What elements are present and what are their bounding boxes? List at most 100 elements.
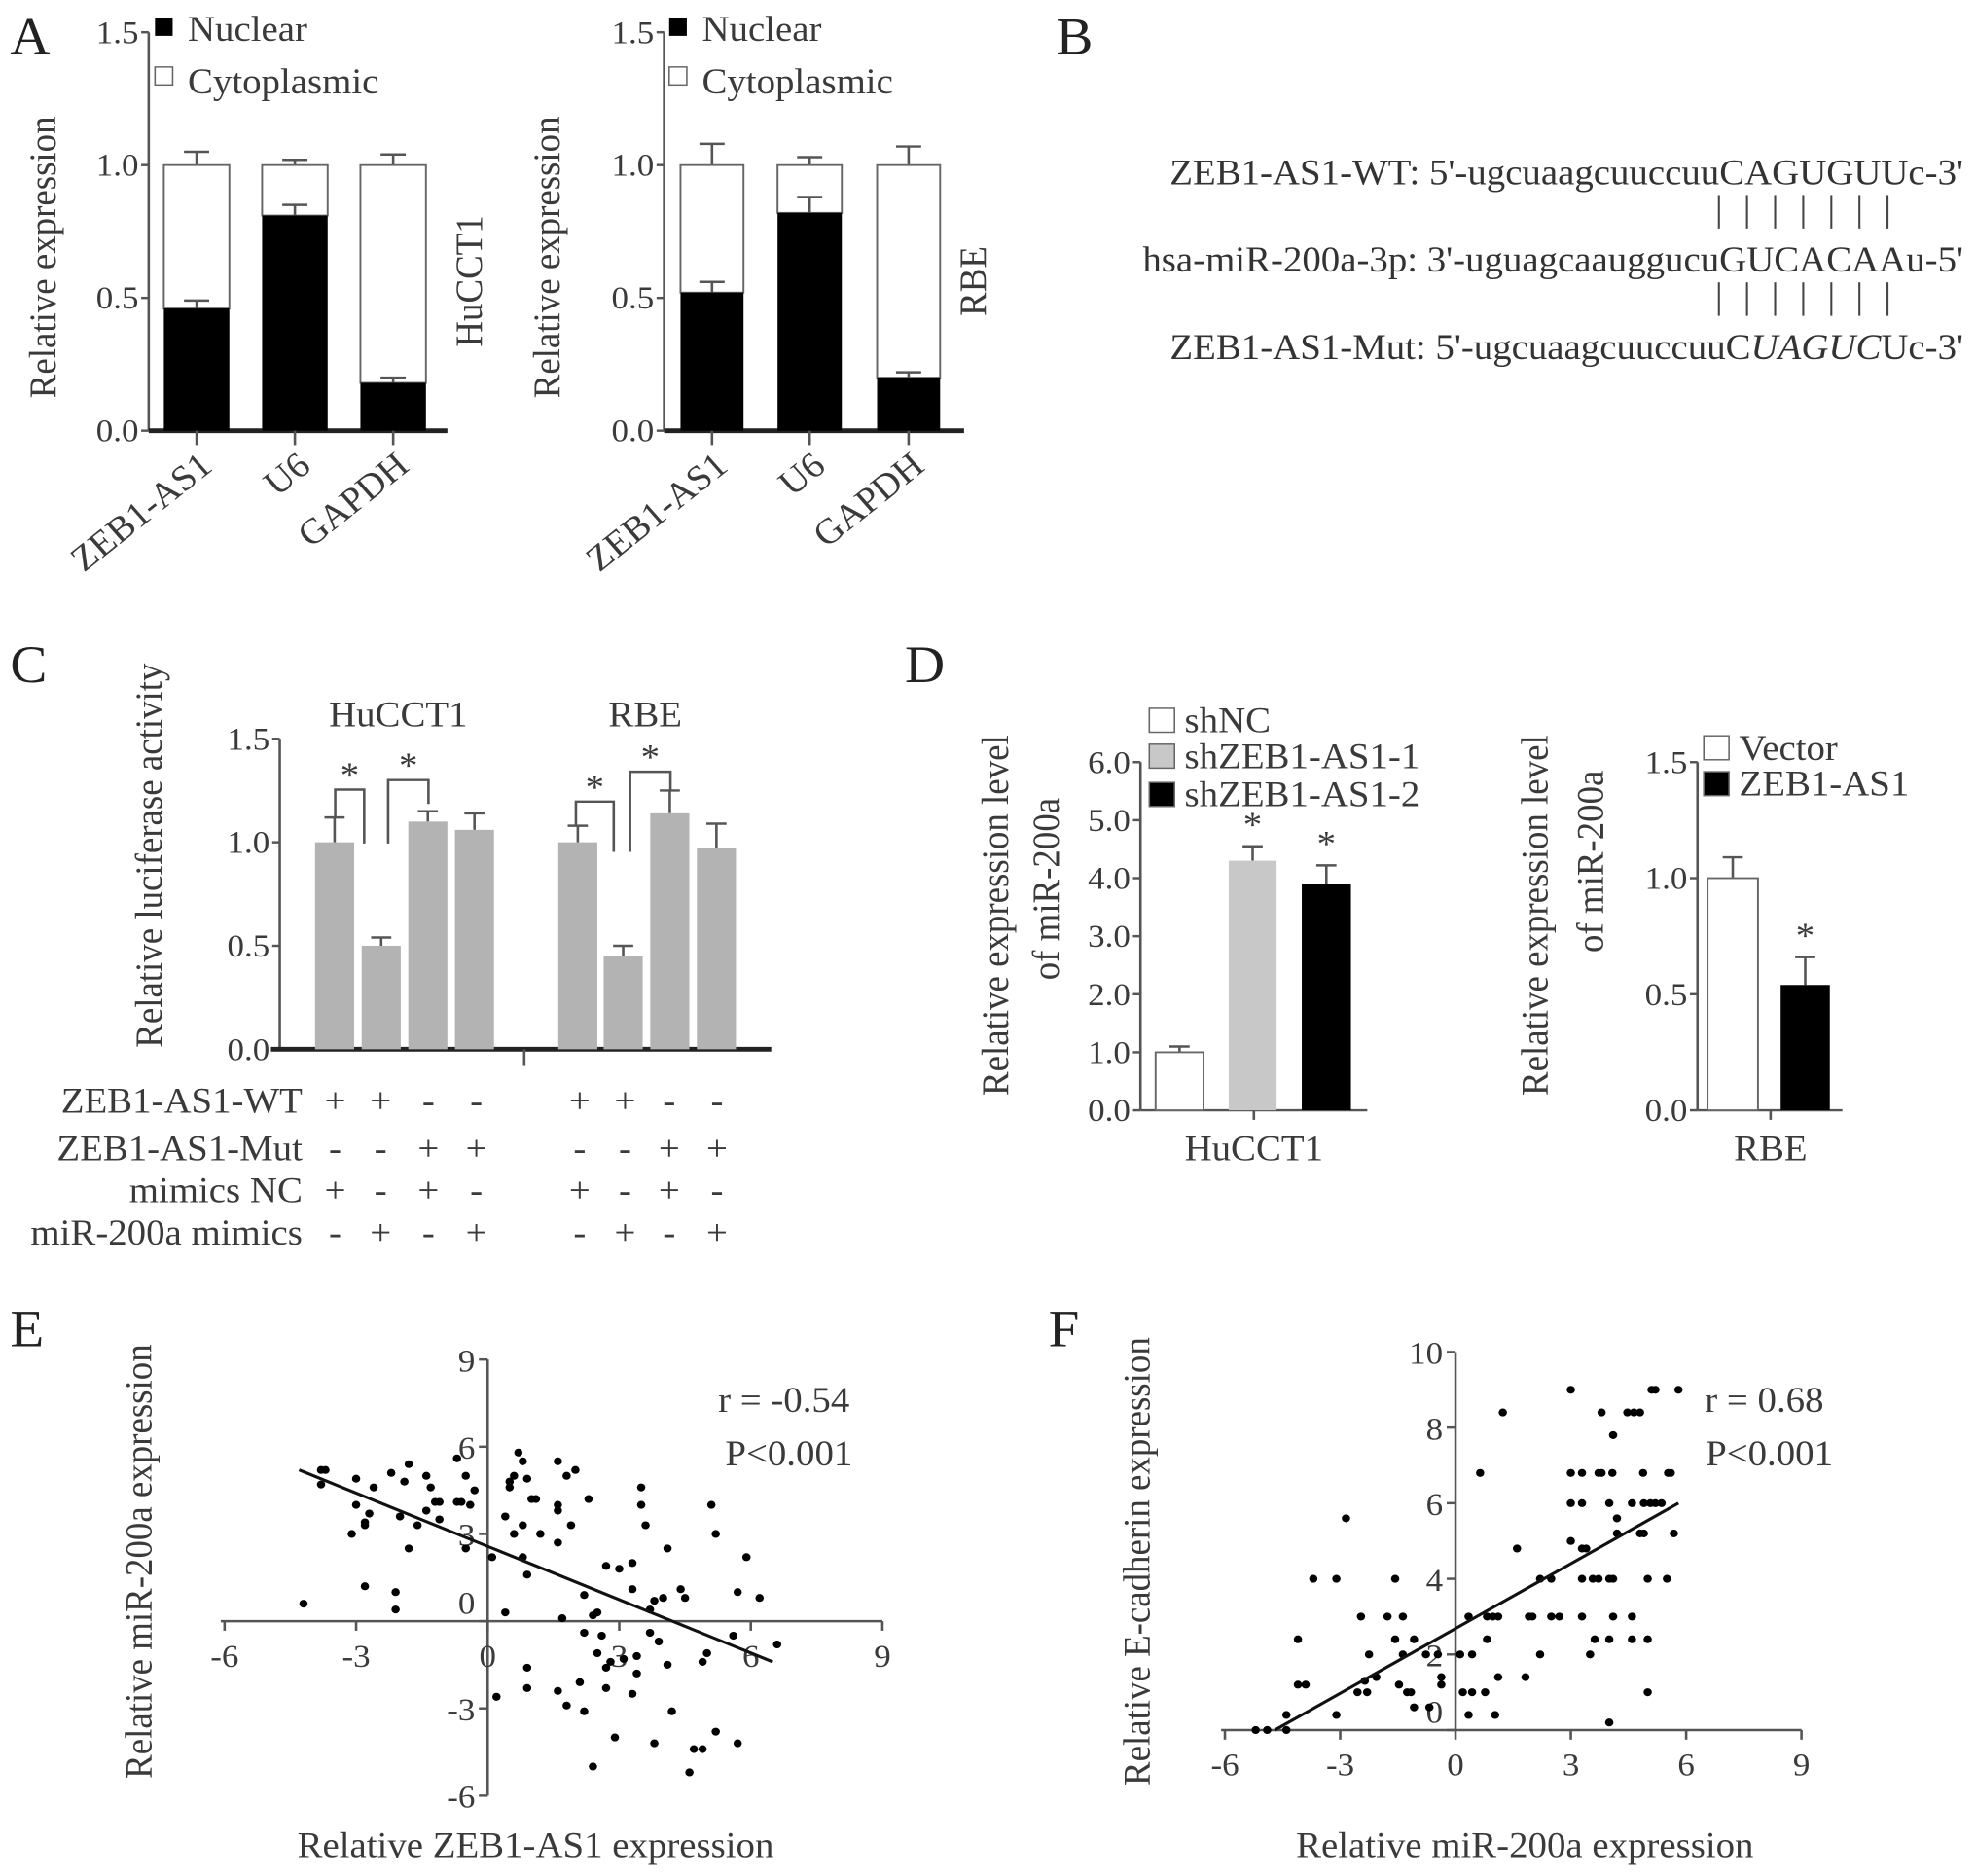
e-data-point bbox=[435, 1515, 444, 1524]
e-data-point bbox=[554, 1538, 562, 1547]
a-x-tick-label: GAPDH bbox=[806, 445, 932, 555]
f-data-point bbox=[1464, 1711, 1473, 1719]
f-data-point bbox=[1458, 1688, 1467, 1697]
f-data-point bbox=[1390, 1635, 1400, 1643]
e-data-point bbox=[663, 1544, 672, 1553]
f-data-point bbox=[1643, 1635, 1652, 1643]
e-data-point bbox=[395, 1512, 405, 1521]
f-data-point bbox=[1597, 1408, 1606, 1417]
f-data-point bbox=[1639, 1529, 1648, 1538]
f-data-point bbox=[1455, 1650, 1465, 1659]
a-y-axis-tick-label: 0.5 bbox=[612, 281, 655, 316]
nuclear-bar bbox=[680, 292, 744, 431]
e-data-point bbox=[421, 1506, 431, 1515]
e-data-point bbox=[580, 1591, 589, 1600]
f-data-point bbox=[1421, 1650, 1430, 1659]
f-data-point bbox=[1651, 1498, 1660, 1507]
f-data-point bbox=[1521, 1673, 1530, 1681]
e-data-point bbox=[505, 1483, 515, 1492]
f-data-point bbox=[1628, 1635, 1636, 1643]
c-bar bbox=[408, 821, 448, 1050]
e-data-point bbox=[347, 1530, 356, 1538]
e-data-point bbox=[501, 1608, 510, 1617]
e-data-point bbox=[562, 1471, 571, 1480]
f-data-point bbox=[1670, 1529, 1678, 1538]
legend-label: shZEB1-AS1-1 bbox=[1185, 737, 1420, 776]
e-data-point bbox=[772, 1640, 782, 1649]
significance-star: * bbox=[1317, 824, 1336, 864]
d-y-axis-tick-label: 5.0 bbox=[1088, 804, 1131, 839]
f-p-value: P<0.001 bbox=[1706, 1434, 1833, 1474]
e-y-tick-label: -6 bbox=[447, 1780, 475, 1815]
significance-star: * bbox=[341, 756, 359, 796]
legend-label: Vector bbox=[1739, 729, 1838, 769]
e-data-point bbox=[636, 1483, 646, 1492]
e-r-value: r = -0.54 bbox=[718, 1381, 849, 1421]
e-data-point bbox=[667, 1707, 676, 1715]
e-data-point bbox=[514, 1448, 523, 1457]
cytoplasmic-bar bbox=[876, 163, 942, 379]
significance-star: * bbox=[586, 768, 604, 808]
legend-swatch bbox=[1148, 707, 1175, 734]
c-y-axis-tick-label: 0.0 bbox=[227, 1032, 269, 1067]
e-data-point bbox=[654, 1637, 664, 1646]
e-y-tick-label: 3 bbox=[458, 1519, 475, 1554]
f-data-point bbox=[1527, 1612, 1537, 1621]
f-data-point bbox=[1437, 1673, 1446, 1681]
f-y-tick-label: 6 bbox=[1426, 1488, 1443, 1523]
mut-sequence: ZEB1-AS1-Mut: 5'-ugcuaagcuuccuuCUAGUCUc-… bbox=[1169, 328, 1963, 368]
a-cell-line-label: HuCCT1 bbox=[449, 215, 490, 346]
e-data-point bbox=[628, 1559, 637, 1568]
d-y-axis-tick-label: 3.0 bbox=[1088, 920, 1131, 955]
f-data-point bbox=[1588, 1574, 1598, 1583]
e-data-point bbox=[641, 1521, 650, 1530]
c-bar bbox=[697, 848, 737, 1050]
e-data-point bbox=[698, 1657, 707, 1666]
condition-sign: - bbox=[375, 1130, 387, 1170]
legend-swatch-cytoplasmic bbox=[154, 66, 174, 87]
f-data-point bbox=[1281, 1711, 1291, 1719]
f-data-point bbox=[1597, 1468, 1606, 1477]
condition-sign: + bbox=[569, 1172, 591, 1211]
legend-swatch bbox=[1703, 771, 1730, 797]
f-data-point bbox=[1566, 1468, 1575, 1477]
e-data-point bbox=[650, 1597, 659, 1605]
legend-label: shNC bbox=[1185, 701, 1272, 740]
e-data-point bbox=[632, 1651, 641, 1661]
legend-label-cytoplasmic: Cytoplasmic bbox=[701, 62, 892, 102]
e-data-point bbox=[597, 1631, 606, 1641]
e-data-point bbox=[421, 1471, 431, 1480]
e-data-point bbox=[456, 1497, 466, 1506]
f-data-point bbox=[1481, 1688, 1490, 1697]
mir-label: hsa-miR-200a-3p: bbox=[1142, 240, 1418, 280]
f-data-point bbox=[1406, 1688, 1416, 1697]
f-regression-line bbox=[1274, 1501, 1680, 1732]
f-data-point bbox=[1608, 1430, 1618, 1439]
e-data-point bbox=[531, 1495, 541, 1503]
e-y-axis-label: Relative miR-200a expression bbox=[119, 1344, 161, 1779]
e-data-point bbox=[461, 1544, 471, 1553]
a-x-tick-label: U6 bbox=[256, 445, 318, 503]
legend-swatch-nuclear bbox=[668, 18, 687, 36]
condition-sign: + bbox=[466, 1130, 487, 1170]
e-data-point bbox=[452, 1454, 461, 1462]
e-y-tick-label: 6 bbox=[458, 1431, 475, 1466]
e-data-point bbox=[628, 1689, 637, 1698]
c-y-axis-tick-label: 1.5 bbox=[227, 722, 269, 757]
c-y-axis-tick-label: 1.0 bbox=[227, 825, 269, 860]
f-y-axis-label: Relative E-cadherin expression bbox=[1116, 1337, 1158, 1786]
nuclear-bar bbox=[877, 378, 941, 431]
d-y-axis-tick-label: 1.5 bbox=[1645, 745, 1688, 780]
c-y-axis-label: Relative luciferase activity bbox=[128, 663, 170, 1047]
f-data-point bbox=[1612, 1514, 1622, 1523]
f-data-point bbox=[1555, 1612, 1563, 1621]
e-x-tick-label: -6 bbox=[210, 1640, 238, 1675]
panel-label-a: A bbox=[10, 8, 50, 66]
nuclear-bar bbox=[163, 308, 230, 431]
condition-sign: - bbox=[573, 1213, 586, 1253]
significance-bracket bbox=[629, 770, 672, 852]
condition-sign: - bbox=[375, 1172, 387, 1211]
condition-sign: + bbox=[706, 1130, 728, 1170]
e-data-point bbox=[575, 1678, 585, 1686]
f-y-tick-label: 8 bbox=[1426, 1412, 1443, 1447]
